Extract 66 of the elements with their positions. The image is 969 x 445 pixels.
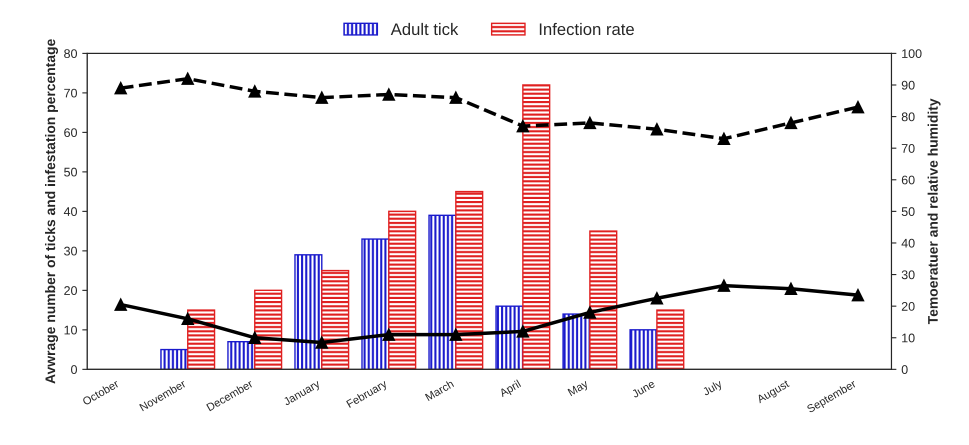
point xyxy=(650,292,664,305)
bar xyxy=(294,254,322,370)
point xyxy=(650,122,664,136)
point xyxy=(248,332,262,344)
bar xyxy=(656,309,684,370)
point xyxy=(718,132,730,145)
legend-label: Adult tick xyxy=(390,22,458,36)
point xyxy=(584,116,596,130)
y-tick-label: 70 xyxy=(64,88,77,98)
bar xyxy=(187,309,216,370)
y2-tick-label: 40 xyxy=(901,238,915,248)
y-tick-label: 30 xyxy=(64,246,77,256)
y-tick-label: 50 xyxy=(64,168,77,177)
y2-tick-label: 30 xyxy=(902,270,915,280)
point xyxy=(584,306,596,319)
y2-axis-title: Temoeratuer and relative humidity xyxy=(928,98,941,324)
point xyxy=(382,88,396,101)
bar xyxy=(361,238,390,370)
x-tick-label: April xyxy=(498,379,522,400)
y2-tick-label: 10 xyxy=(902,334,915,342)
y2-tick-label: 50 xyxy=(902,207,915,216)
point xyxy=(316,336,328,349)
bar xyxy=(321,270,350,370)
legend-label: Infection rate xyxy=(540,22,634,36)
point xyxy=(516,120,530,132)
y2-tick-label: 60 xyxy=(902,176,915,184)
point xyxy=(450,328,462,341)
bar xyxy=(388,210,416,370)
bar xyxy=(589,230,618,370)
y-tick-label: 40 xyxy=(64,207,77,216)
point xyxy=(248,85,262,98)
x-tick-label: July xyxy=(702,379,724,398)
point xyxy=(784,116,798,130)
bar xyxy=(428,214,457,370)
y-tick-label: 20 xyxy=(64,286,77,296)
point xyxy=(718,279,730,292)
bar xyxy=(160,348,188,370)
y-tick-label: 10 xyxy=(64,326,77,335)
point xyxy=(784,282,798,296)
point xyxy=(450,91,462,104)
bar xyxy=(522,84,550,370)
y-tick-label: 0 xyxy=(71,365,77,374)
point xyxy=(852,100,864,114)
point xyxy=(181,312,194,326)
bar xyxy=(227,341,256,370)
point xyxy=(852,288,864,302)
y-axis-title: Avwrage number of ticks and infestation percentage xyxy=(45,39,58,384)
y2-tick-label: 100 xyxy=(902,49,922,58)
y-tick-label: 80 xyxy=(64,49,77,58)
point xyxy=(316,91,328,104)
x-tick-label: May xyxy=(568,379,590,398)
x-tick-label: June xyxy=(631,380,656,398)
point xyxy=(516,325,530,338)
point xyxy=(114,298,127,311)
y2-tick-label: 90 xyxy=(902,80,915,90)
y2-tick-label: 0 xyxy=(902,365,908,374)
y2-tick-label: 70 xyxy=(902,144,915,153)
point xyxy=(181,72,194,85)
y2-tick-label: 20 xyxy=(902,302,915,311)
bar xyxy=(629,329,658,370)
bar xyxy=(455,190,484,370)
bar xyxy=(254,290,282,370)
point xyxy=(114,82,127,94)
y2-tick-label: 80 xyxy=(902,112,915,122)
point xyxy=(382,328,396,341)
y-tick-label: 60 xyxy=(64,128,77,138)
